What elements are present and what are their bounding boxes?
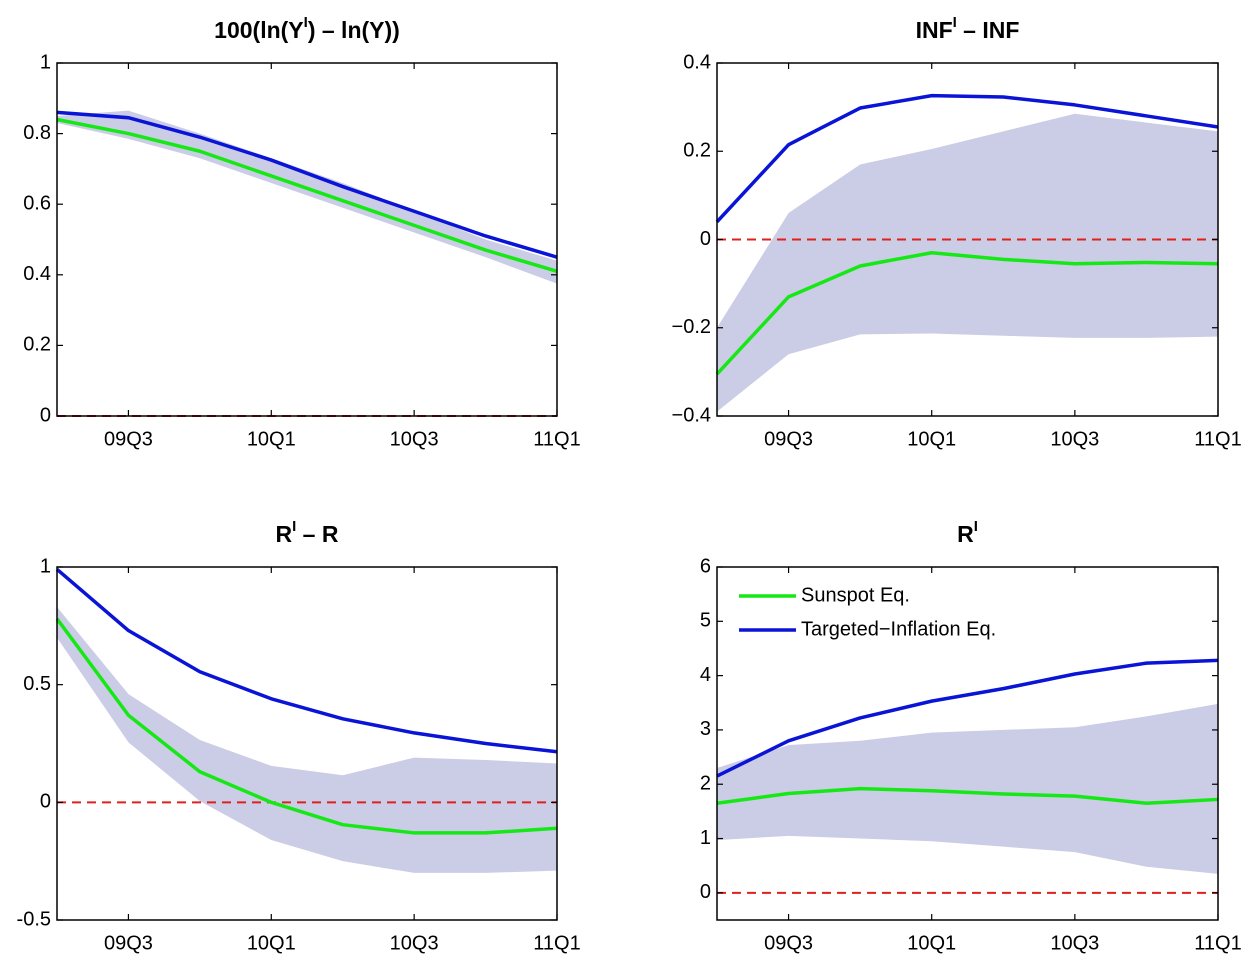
chart-title: RI – R xyxy=(276,518,339,547)
y-tick-label: 1 xyxy=(40,555,51,577)
x-tick-label: 11Q1 xyxy=(533,932,580,954)
plot-frame xyxy=(716,566,1219,921)
plot-frame xyxy=(56,62,558,417)
y-tick-label: 0 xyxy=(700,881,711,903)
y-tick-label: 0.4 xyxy=(23,263,51,285)
series-line xyxy=(56,117,558,273)
y-tick-label: 0 xyxy=(40,791,51,813)
title-part: I xyxy=(304,14,308,31)
x-tick-label: 11Q1 xyxy=(1194,428,1241,450)
y-tick-label: 0.2 xyxy=(683,140,711,162)
y-tick-label: 0.8 xyxy=(23,122,51,144)
plot-frame xyxy=(56,566,558,921)
y-tick-label: 6 xyxy=(700,555,711,577)
y-tick-label: 4 xyxy=(700,664,711,686)
chart-title: RI xyxy=(957,518,978,547)
y-tick-label: −0.2 xyxy=(672,316,711,338)
y-tick-label: -0.5 xyxy=(17,908,51,930)
x-tick-label: 11Q1 xyxy=(1194,932,1241,954)
chart-title: INFI – INF xyxy=(916,14,1020,43)
y-tick-label: −0.4 xyxy=(672,404,711,426)
x-tick-label: 10Q3 xyxy=(1050,932,1099,954)
title-part: R xyxy=(957,521,974,547)
x-tick-label: 10Q3 xyxy=(390,428,439,450)
y-tick-label: 0 xyxy=(700,228,711,250)
x-tick-label: 10Q3 xyxy=(390,932,439,954)
confidence-band xyxy=(717,113,1218,412)
title-part: ) – ln(Y)) xyxy=(308,17,400,43)
x-tick-label: 09Q3 xyxy=(104,932,153,954)
title-part: I xyxy=(953,14,957,31)
y-tick-label: 3 xyxy=(700,718,711,740)
series-line xyxy=(55,617,558,835)
title-part: I xyxy=(974,518,978,535)
legend-label: Targeted−Inflation Eq. xyxy=(801,618,996,640)
legend-label: Sunspot Eq. xyxy=(801,584,910,606)
confidence-band xyxy=(57,110,557,284)
x-tick-label: 10Q1 xyxy=(247,932,296,954)
title-part: INF xyxy=(916,17,953,43)
series-line xyxy=(715,250,1219,376)
series-line xyxy=(715,93,1219,224)
x-tick-label: 10Q1 xyxy=(247,428,296,450)
x-tick-label: 10Q1 xyxy=(907,932,956,954)
title-part: – R xyxy=(296,521,339,547)
x-tick-label: 09Q3 xyxy=(764,932,813,954)
y-tick-label: 0.2 xyxy=(23,334,51,356)
series-line xyxy=(716,786,1219,805)
y-tick-label: 0.5 xyxy=(23,673,51,695)
title-part: I xyxy=(292,518,296,535)
x-tick-label: 11Q1 xyxy=(533,428,580,450)
y-tick-label: 5 xyxy=(700,610,711,632)
series-line xyxy=(56,110,558,259)
series-line xyxy=(716,658,1219,778)
x-tick-label: 09Q3 xyxy=(764,428,813,450)
title-part: – INF xyxy=(957,17,1020,43)
x-tick-label: 09Q3 xyxy=(104,428,153,450)
y-tick-label: 0.4 xyxy=(683,51,711,73)
y-tick-label: 0 xyxy=(40,404,51,426)
y-tick-label: 1 xyxy=(700,827,711,849)
x-tick-label: 10Q3 xyxy=(1050,428,1099,450)
confidence-band xyxy=(57,607,557,873)
title-part: R xyxy=(276,521,293,547)
y-tick-label: 0.6 xyxy=(23,192,51,214)
series-line xyxy=(55,568,558,754)
y-tick-label: 2 xyxy=(700,773,711,795)
chart-title: 100(ln(YI) – ln(Y)) xyxy=(214,14,400,43)
y-tick-label: 1 xyxy=(40,51,51,73)
title-part: 100(ln(Y xyxy=(214,17,303,43)
confidence-band xyxy=(717,703,1218,874)
x-tick-label: 10Q1 xyxy=(907,428,956,450)
